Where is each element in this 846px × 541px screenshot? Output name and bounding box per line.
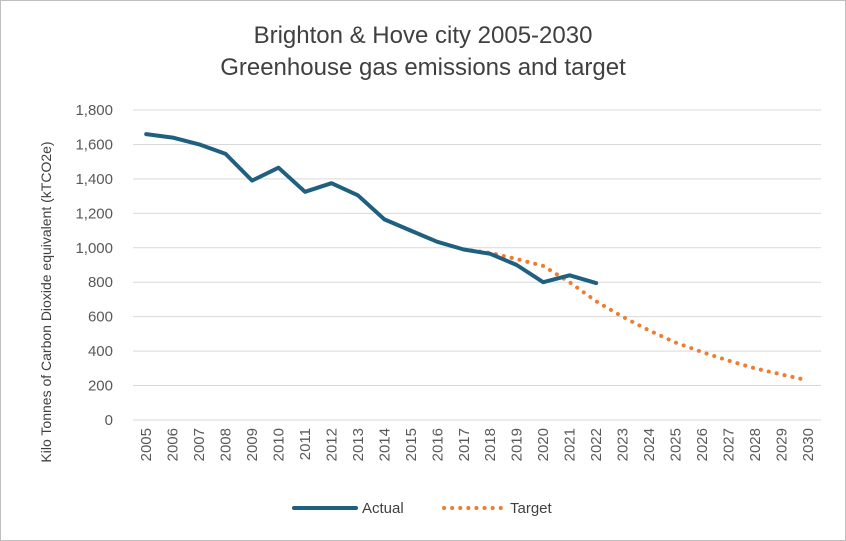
y-tick-label: 1,400 <box>75 171 113 188</box>
x-tick-label: 2023 <box>615 428 632 461</box>
y-axis-label: Kilo Tonnes of Carbon Dioxide equivalent… <box>38 141 54 462</box>
x-tick-label: 2008 <box>218 428 235 461</box>
x-tick-label: 2010 <box>271 428 288 461</box>
legend-label-target: Target <box>510 500 553 517</box>
x-tick-label: 2022 <box>588 428 605 461</box>
x-tick-label: 2014 <box>376 428 393 461</box>
x-tick-label: 2021 <box>562 428 579 461</box>
x-tick-label: 2015 <box>403 428 420 461</box>
x-tick-label: 2011 <box>297 428 314 460</box>
y-tick-label: 400 <box>88 343 113 360</box>
legend-label-actual: Actual <box>362 500 404 517</box>
series <box>144 132 810 383</box>
x-tick-label: 2027 <box>720 428 737 461</box>
series-line-actual <box>144 132 599 286</box>
x-tick-label: 2020 <box>535 428 552 461</box>
x-tick-label: 2019 <box>509 428 526 461</box>
x-tick-label: 2012 <box>323 428 340 461</box>
y-tick-label: 600 <box>88 309 113 326</box>
x-axis-ticks: 2005 2006 2007 2008 2009 2010 2011 2012 2013 2014… <box>138 428 817 461</box>
x-tick-label: 2016 <box>429 428 446 461</box>
x-tick-label: 2017 <box>456 428 473 461</box>
y-axis-ticks: 0 200 400 600 800 1,000 1,200 1,400 1,600 1,800 <box>75 102 113 429</box>
chart-title: Brighton & Hove city 2005-2030 Greenhous… <box>220 22 626 81</box>
x-tick-label: 2009 <box>244 428 261 461</box>
y-tick-label: 0 <box>105 412 113 429</box>
x-tick-label: 2024 <box>641 428 658 461</box>
y-tick-label: 1,200 <box>75 205 113 222</box>
x-tick-label: 2005 <box>138 428 155 461</box>
legend: Actual Target <box>292 500 553 517</box>
x-tick-label: 2006 <box>165 428 182 461</box>
x-tick-label: 2025 <box>667 428 684 461</box>
y-tick-label: 800 <box>88 274 113 291</box>
x-tick-label: 2018 <box>482 428 499 461</box>
y-tick-label: 1,800 <box>75 102 113 119</box>
x-tick-label: 2030 <box>800 428 817 461</box>
y-tick-label: 200 <box>88 378 113 395</box>
y-tick-label: 1,000 <box>75 240 113 257</box>
x-tick-label: 2013 <box>350 428 367 461</box>
x-tick-label: 2028 <box>747 428 764 461</box>
gridlines <box>133 109 821 421</box>
chart-title-line-2: Greenhouse gas emissions and target <box>220 54 626 81</box>
series-line-target <box>461 247 810 383</box>
x-tick-label: 2026 <box>694 428 711 461</box>
chart-title-line-1: Brighton & Hove city 2005-2030 <box>254 22 593 49</box>
y-tick-label: 1,600 <box>75 136 113 153</box>
x-tick-label: 2007 <box>191 428 208 461</box>
x-tick-label: 2029 <box>773 428 790 461</box>
